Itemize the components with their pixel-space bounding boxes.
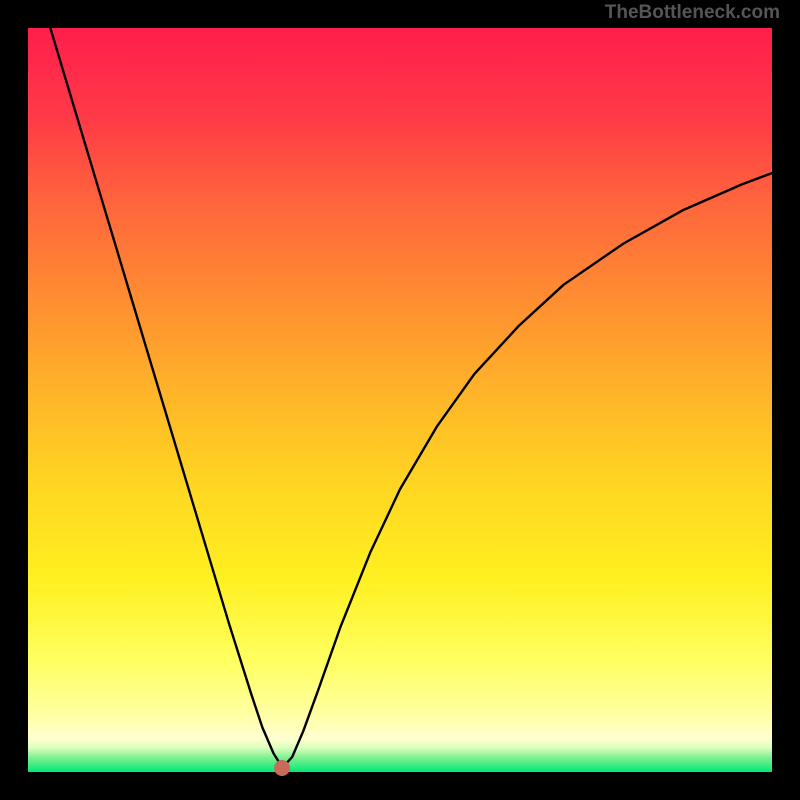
chart-container: { "watermark": { "text": "TheBottleneck.… [0,0,800,800]
bottleneck-curve [50,28,772,768]
plot-area [28,28,772,772]
curve-svg [28,28,772,772]
watermark-text: TheBottleneck.com [605,2,780,24]
minimum-marker [274,760,290,776]
